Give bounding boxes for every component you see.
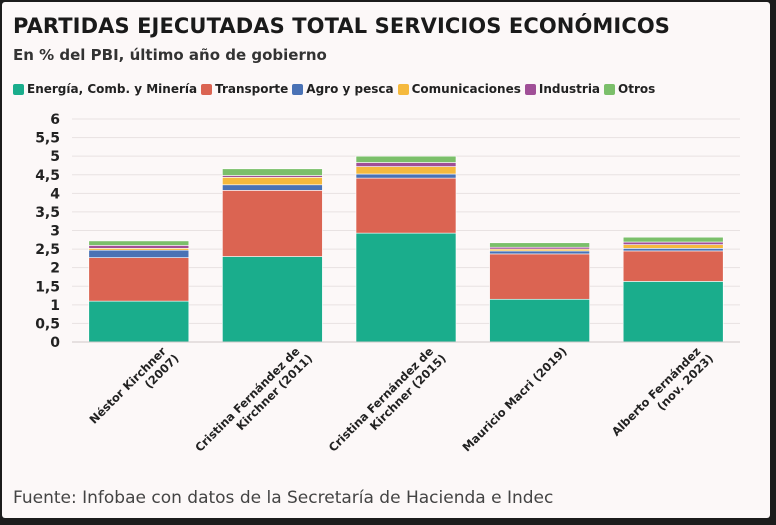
bar-segment-agro — [489, 250, 590, 255]
legend-swatch-transporte — [201, 83, 213, 95]
bar-segment-energia — [489, 298, 590, 343]
x-tick-label-line: Alberto Fernández — [609, 344, 704, 439]
x-tick-label-line: Cristina Fernández de — [326, 344, 436, 454]
y-tick-label: 2,5 — [35, 242, 60, 258]
legend-label-transporte: Transporte — [215, 82, 289, 96]
bar-segment-agro — [622, 248, 724, 252]
bar-segment-transporte — [489, 253, 590, 300]
chart-card: PARTIDAS EJECUTADAS TOTAL SERVICIOS ECON… — [2, 2, 770, 518]
legend-swatch-otros — [604, 83, 616, 95]
bar-segment-comunicaciones — [355, 166, 457, 175]
bar-segment-otros — [355, 155, 457, 163]
bar-segment-industria — [622, 241, 724, 245]
bar-segment-transporte — [622, 250, 724, 282]
legend-label-comunicaciones: Comunicaciones — [411, 82, 521, 96]
stacked-bar-chart: 0 0,5 1 1,5 2 2,5 3 3,5 4 4,5 5 5,5 6 Néstor Kirchner… — [35, 112, 740, 464]
chart-subtitle: En % del PBI, último año de gobierno — [13, 46, 327, 64]
legend-item-agro: Agro y pesca — [292, 82, 394, 96]
x-tick-label: Cristina Fernández deKirchner (2015) — [326, 341, 449, 464]
bar-segment-comunicaciones — [222, 177, 323, 186]
x-tick-label-line: Mauricio Macri (2019) — [460, 344, 570, 454]
legend: Energía, Comb. y Minería Transporte Agro… — [13, 82, 659, 96]
y-tick-label: 0,5 — [35, 316, 60, 332]
legend-label-otros: Otros — [618, 82, 656, 96]
legend-item-energia: Energía, Comb. y Minería — [13, 82, 197, 96]
bar-segment-agro — [88, 249, 190, 258]
bar-segment-transporte — [222, 190, 323, 257]
y-tick-label: 6 — [50, 112, 60, 128]
bar-segment-industria — [355, 162, 457, 167]
legend-swatch-industria — [524, 83, 536, 95]
bar-segment-energia — [355, 232, 457, 343]
legend-swatch-energia — [13, 83, 24, 95]
bar-segment-transporte — [355, 177, 457, 234]
legend-item-comunicaciones: Comunicaciones — [397, 82, 521, 96]
x-tick-label: Néstor Kirchner(2007) — [87, 341, 182, 436]
bar-segment-otros — [622, 236, 724, 243]
bar-segment-transporte — [88, 257, 190, 302]
bar-segment-energia — [622, 281, 724, 343]
chart-title: PARTIDAS EJECUTADAS TOTAL SERVICIOS ECON… — [13, 14, 671, 38]
bar-segment-otros — [222, 168, 323, 176]
source-footer: Fuente: Infobae con datos de la Secretar… — [13, 488, 554, 508]
legend-swatch-agro — [292, 83, 304, 95]
legend-item-industria: Industria — [524, 82, 601, 96]
legend-swatch-comunicaciones — [397, 83, 409, 95]
y-tick-label: 1 — [50, 298, 60, 314]
bar-segment-comunicaciones — [622, 244, 724, 249]
y-tick-label: 5 — [50, 149, 60, 165]
bar-segment-industria — [88, 245, 190, 249]
y-tick-label: 1,5 — [35, 279, 60, 295]
y-tick-label: 2 — [50, 261, 60, 277]
legend-item-transporte: Transporte — [201, 82, 288, 96]
x-tick-label: Cristina Fernández deKirchner (2011) — [192, 341, 315, 464]
legend-label-energia: Energía, Comb. y Minería — [27, 82, 198, 96]
legend-item-otros: Otros — [604, 82, 655, 96]
y-tick-label: 0 — [50, 335, 60, 351]
legend-label-agro: Agro y pesca — [306, 82, 394, 96]
legend-label-industria: Industria — [538, 82, 601, 96]
bar-segment-energia — [88, 300, 190, 343]
y-tick-label: 5,5 — [35, 131, 60, 147]
y-tick-label: 4 — [50, 186, 60, 202]
y-tick-label: 3 — [50, 224, 60, 240]
x-tick-label-line: Cristina Fernández de — [192, 344, 302, 454]
x-tick-label: Alberto Fernández(nov. 2023) — [609, 341, 716, 448]
bar-segment-otros — [489, 242, 590, 248]
bar-segment-agro — [222, 184, 323, 191]
bar-segment-otros — [88, 240, 190, 246]
x-tick-label: Mauricio Macri (2019) — [460, 344, 570, 454]
y-tick-label: 4,5 — [35, 168, 60, 184]
bar-segment-energia — [222, 256, 323, 343]
bar-segment-agro — [355, 173, 457, 179]
y-tick-label: 3,5 — [35, 205, 60, 221]
